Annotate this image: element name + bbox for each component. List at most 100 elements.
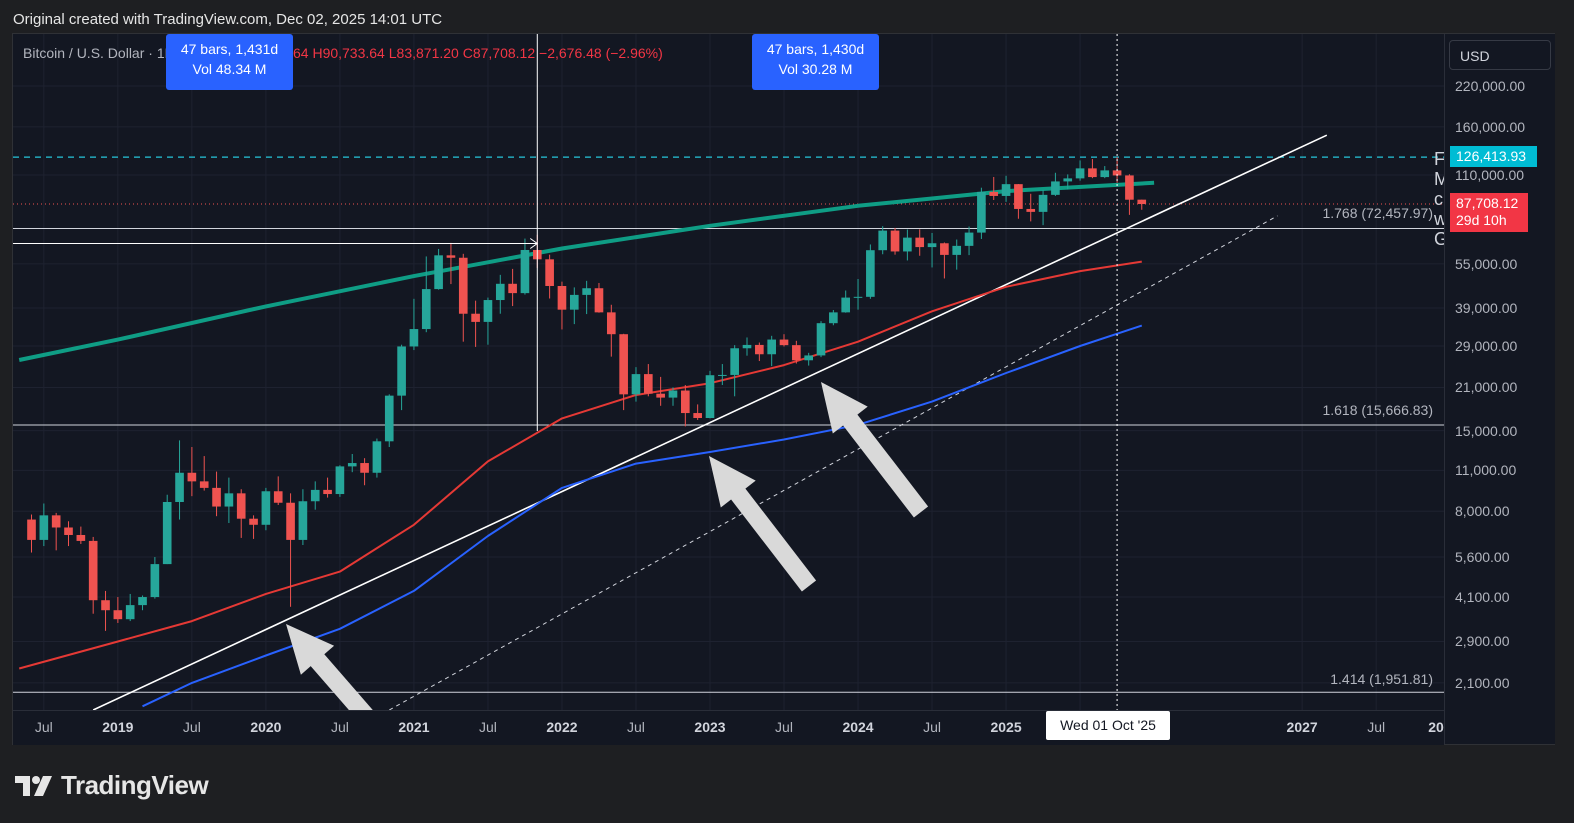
candle-body	[495, 283, 505, 301]
measure-bars-1: 47 bars, 1,431d	[180, 41, 279, 57]
candle-body	[545, 259, 554, 286]
candle-body	[458, 257, 468, 314]
candle-body	[76, 534, 86, 541]
candle-body	[569, 294, 579, 310]
candle-body	[853, 296, 863, 298]
time-tick-label: 2025	[990, 719, 1022, 735]
tradingview-wordmark: TradingView	[61, 770, 209, 800]
candle-body	[1137, 199, 1147, 205]
price-tick-label: 39,000.00	[1455, 300, 1518, 316]
candle-body	[606, 312, 616, 335]
price-chart[interactable]	[13, 34, 1444, 710]
candle-body	[718, 374, 727, 376]
candle-body	[693, 413, 702, 418]
candle-body	[434, 255, 443, 290]
candle-body	[397, 346, 406, 396]
candle-body	[582, 288, 591, 295]
candle-body	[286, 502, 295, 540]
candle-body	[520, 249, 530, 294]
candle-body	[1112, 170, 1122, 176]
time-tick-label: 2022	[546, 719, 578, 735]
moving-average-red	[18, 260, 1142, 670]
candle-body	[1014, 184, 1023, 209]
candle-body	[878, 230, 888, 251]
candle-body	[631, 374, 641, 395]
candle-body	[150, 564, 160, 598]
price-tick-label: 21,000.00	[1455, 379, 1518, 396]
trendline-support	[92, 134, 1328, 710]
candle-body	[1063, 178, 1073, 182]
candle-body	[1038, 194, 1048, 212]
side-text-3: c	[1434, 189, 1443, 209]
candle-body	[446, 255, 456, 258]
close-value: C87,708.12	[462, 45, 536, 61]
candle-body	[310, 489, 320, 502]
candle-body	[767, 339, 776, 355]
measure-volume-2: Vol 30.28 M	[778, 61, 853, 77]
candle-body	[643, 374, 653, 394]
ohlc-legend: Bitcoin / U.S. Dollar · 1M · INDEX O90,7…	[23, 45, 663, 61]
crosshair-date-label: Wed 01 Oct '25	[1046, 711, 1170, 740]
candle-body	[1125, 175, 1134, 200]
trendline-dashed	[389, 215, 1278, 710]
resistance-price-badge: 126,413.93	[1450, 146, 1537, 167]
candle-body	[890, 230, 900, 252]
candle-body	[681, 390, 690, 414]
annotation-arrow-2020	[286, 624, 373, 710]
time-tick-label: 2021	[398, 719, 430, 735]
candle-body	[730, 348, 739, 375]
tradingview-logo[interactable]: TradingView	[15, 770, 209, 801]
candle-body	[977, 191, 986, 233]
candle-body	[39, 515, 49, 540]
fib-label-1768: 1.768 (72,457.97)	[1322, 205, 1433, 221]
plot-area[interactable]	[13, 34, 1444, 710]
last-price-badge: 87,708.12 29d 10h	[1450, 193, 1528, 232]
fib-label-1618: 1.618 (15,666.83)	[1322, 402, 1433, 418]
price-tick-label: 2,100.00	[1455, 674, 1510, 691]
candle-body	[829, 312, 838, 324]
candle-body	[557, 285, 567, 310]
candle-body	[372, 441, 382, 473]
candle-body	[88, 540, 98, 601]
time-tick-label: Jul	[923, 719, 941, 735]
candle-body	[64, 527, 73, 535]
candle-body	[1100, 170, 1110, 178]
candle-body	[940, 243, 949, 255]
candle-body	[323, 489, 332, 495]
candle-body	[841, 297, 851, 313]
price-tick-label: 55,000.00	[1455, 255, 1518, 272]
candle-body	[51, 515, 61, 528]
time-tick-label: Jul	[775, 719, 793, 735]
candle-body	[668, 390, 678, 398]
time-axis[interactable]	[13, 710, 1444, 745]
tradingview-logo-icon	[15, 775, 52, 796]
candle-body	[212, 487, 221, 507]
candle-body	[656, 393, 665, 398]
candle-body	[903, 237, 912, 252]
price-tick-label: 11,000.00	[1455, 462, 1517, 479]
time-tick-label: Jul	[627, 719, 645, 735]
candle-body	[261, 491, 271, 525]
candle-body	[619, 334, 628, 395]
price-tick-label: 15,000.00	[1455, 422, 1518, 439]
candle-countdown: 29d 10h	[1456, 212, 1507, 228]
price-tick-label: 110,000.00	[1455, 166, 1525, 183]
candle-body	[409, 329, 419, 347]
candle-body	[989, 191, 999, 196]
candle-body	[335, 466, 345, 495]
currency-selector[interactable]: USD	[1449, 40, 1551, 70]
candle-body	[964, 232, 974, 246]
measure-bars-2: 47 bars, 1,430d	[766, 41, 865, 57]
last-price-value: 87,708.12	[1456, 195, 1519, 211]
price-tick-label: 4,100.00	[1455, 589, 1510, 606]
candle-body	[347, 463, 357, 467]
candle-body	[224, 493, 234, 507]
measure-info-box-2: 47 bars, 1,430d Vol 30.28 M	[752, 34, 879, 90]
time-tick-label: 2024	[842, 719, 874, 735]
candle-body	[162, 501, 172, 565]
candle-body	[113, 610, 123, 620]
candle-body	[360, 463, 369, 473]
candle-body	[101, 600, 110, 611]
time-tick-label: 2027	[1286, 719, 1318, 735]
candle-body	[1001, 184, 1011, 196]
